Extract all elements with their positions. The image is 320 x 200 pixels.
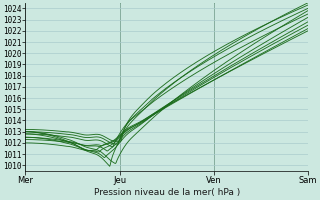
- X-axis label: Pression niveau de la mer( hPa ): Pression niveau de la mer( hPa ): [93, 188, 240, 197]
